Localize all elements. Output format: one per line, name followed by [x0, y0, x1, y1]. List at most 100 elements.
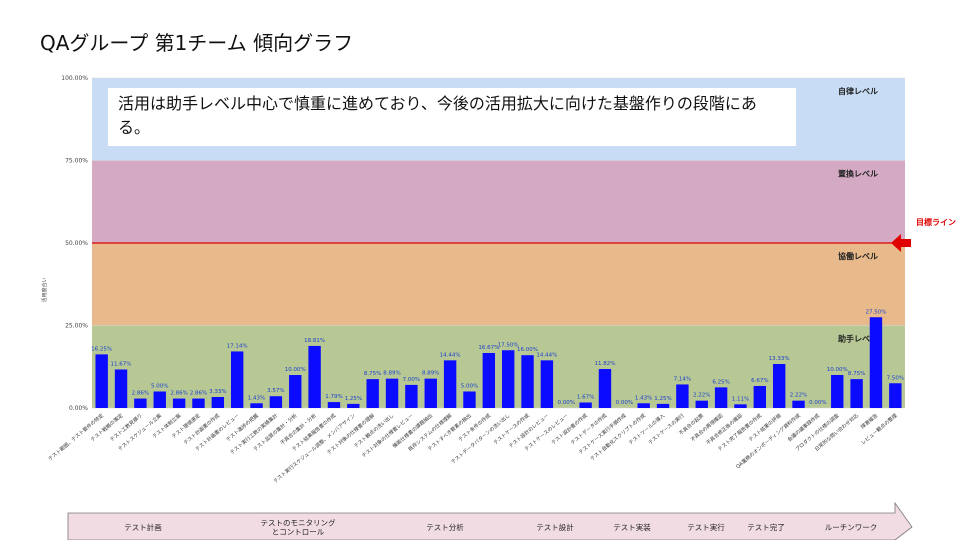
bar — [579, 402, 592, 408]
bar — [230, 351, 244, 408]
value-label: 0.00% — [558, 400, 575, 406]
value-label: 2.22% — [790, 393, 807, 399]
x-tick-label: テスト結果の評価 — [747, 412, 782, 443]
value-label: 17.14% — [227, 343, 248, 349]
bar — [540, 360, 554, 408]
bar — [424, 378, 437, 408]
x-tick-label: テストケースの実行 — [647, 412, 686, 446]
value-label: 17.50% — [498, 342, 519, 348]
bar — [443, 360, 457, 408]
phase-arrow — [67, 501, 913, 540]
value-label: 27.50% — [865, 309, 886, 315]
y-tick-label: 25.00% — [65, 323, 88, 330]
bar — [637, 403, 650, 408]
phase-label: テスト分析 — [426, 522, 464, 532]
value-label: 8.89% — [383, 371, 400, 377]
value-label: 7.14% — [674, 376, 691, 382]
band — [92, 160, 905, 243]
bar — [114, 369, 128, 408]
bar — [269, 396, 283, 408]
value-label: 16.00% — [517, 347, 538, 353]
value-label: 3.57% — [267, 388, 284, 394]
value-label: 2.86% — [190, 391, 207, 397]
value-label: 5.00% — [151, 384, 168, 390]
y-tick-label: 75.00% — [65, 158, 88, 165]
chart-title: QAグループ 第1チーム 傾向グラフ — [40, 31, 353, 55]
value-label: 0.00% — [616, 400, 633, 406]
bar — [521, 355, 534, 408]
bar — [385, 378, 399, 408]
bar — [347, 403, 360, 408]
band-label: 助手レベル — [838, 334, 878, 344]
bar — [153, 391, 166, 408]
bar — [734, 404, 747, 408]
bar — [656, 403, 670, 408]
bar — [172, 398, 186, 408]
value-label: 16.25% — [91, 346, 112, 352]
bar — [463, 391, 476, 408]
bar — [95, 354, 108, 408]
x-tick-label: 不具合の再現確認 — [689, 412, 724, 443]
bar — [889, 383, 902, 408]
band-label: 自律レベル — [838, 86, 878, 96]
value-label: 2.86% — [132, 391, 149, 397]
bar — [134, 398, 147, 408]
value-label: 1.25% — [345, 396, 362, 402]
phase-label: テスト計画 — [124, 522, 162, 532]
x-tick-label: テスト工数見積り — [109, 412, 144, 443]
value-label: 1.43% — [248, 395, 265, 401]
y-tick-label: 100.00% — [61, 75, 88, 82]
value-label: 6.25% — [712, 379, 729, 385]
bar — [792, 400, 805, 408]
bar — [366, 379, 379, 408]
phase-label: とコントロール — [272, 528, 325, 537]
bar — [289, 375, 302, 408]
x-tick-label: レビュー観点の整理 — [860, 412, 899, 446]
value-label: 1.43% — [635, 395, 652, 401]
target-label: 目標ライン — [916, 217, 956, 227]
bar — [308, 345, 321, 408]
bar — [850, 379, 863, 408]
band-label: 置換レベル — [838, 169, 878, 179]
band — [92, 325, 905, 408]
bar — [772, 364, 786, 408]
target-arrow — [891, 234, 911, 252]
phase-label: テスト実行 — [687, 522, 725, 532]
value-label: 2.22% — [693, 393, 710, 399]
x-tick-label: 会議の議事録作成 — [786, 412, 821, 443]
phase-label: ルーチンワーク — [825, 523, 878, 532]
bar — [501, 350, 515, 408]
x-tick-label: テスト戦略の策定 — [89, 412, 124, 443]
bar — [192, 398, 205, 408]
value-label: 8.89% — [422, 371, 439, 377]
value-label: 8.75% — [364, 371, 381, 377]
x-tick-label: テスト進捗の把握 — [225, 412, 260, 443]
value-label: 10.00% — [285, 367, 306, 373]
value-label: 18.81% — [304, 338, 325, 344]
x-tick-label: テスト条件の作成 — [457, 412, 492, 443]
value-label: 5.00% — [461, 384, 478, 390]
bar — [676, 384, 689, 408]
value-label: 10.00% — [827, 367, 848, 373]
bar — [405, 384, 418, 408]
value-label: 16.67% — [478, 345, 499, 351]
bar — [869, 317, 883, 408]
y-tick-label: 0.00% — [69, 405, 88, 412]
phase-label: テスト実装 — [613, 522, 651, 532]
value-label: 8.75% — [848, 371, 865, 377]
y-axis-label: 活用度合い — [41, 277, 48, 302]
value-label: 11.82% — [594, 361, 615, 367]
value-label: 0.00% — [809, 400, 826, 406]
value-label: 14.44% — [440, 352, 461, 358]
bar — [250, 403, 263, 408]
phase-label: テストのモニタリング — [261, 518, 336, 528]
y-tick-label: 50.00% — [65, 240, 88, 247]
value-label: 7.00% — [403, 377, 420, 383]
value-label: 14.44% — [536, 352, 557, 358]
value-label: 1.25% — [654, 396, 671, 402]
value-label: 1.67% — [577, 394, 594, 400]
bar — [753, 385, 767, 408]
value-label: 1.11% — [732, 396, 749, 402]
